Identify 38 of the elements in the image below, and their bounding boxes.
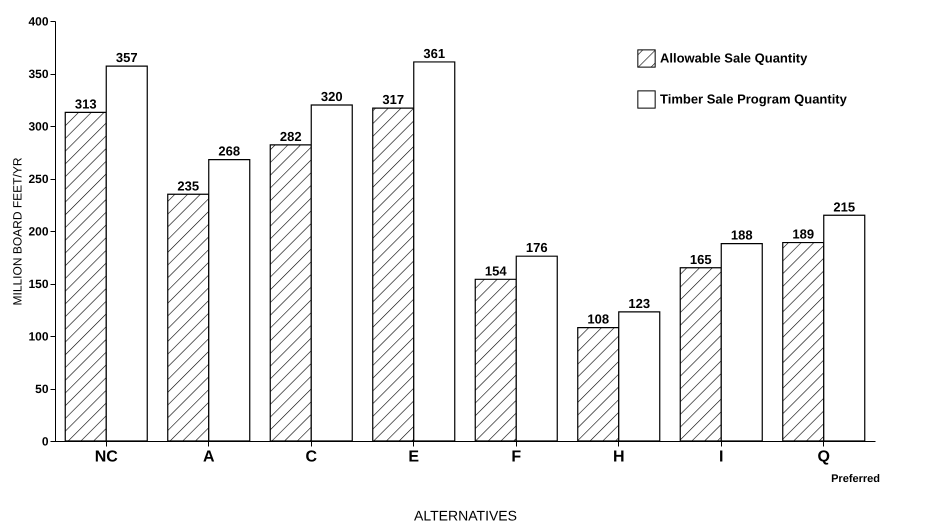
x-tick-label: E <box>408 448 420 466</box>
data-label: 235 <box>177 178 200 194</box>
data-label: 215 <box>833 199 856 214</box>
data-label: 282 <box>280 128 302 144</box>
data-label: 357 <box>116 50 138 66</box>
x-tick-label: I <box>719 448 724 466</box>
x-tick-label: F <box>511 448 522 466</box>
data-label: 108 <box>587 312 610 327</box>
legend-label: Allowable Sale Quantity <box>660 50 808 66</box>
data-label: 320 <box>320 89 343 104</box>
y-tick-label: 0 <box>42 434 49 448</box>
data-label: 268 <box>218 144 240 159</box>
legend-label: Timber Sale Program Quantity <box>660 92 848 106</box>
y-axis-title: MILLION BOARD FEET/YR <box>10 157 24 306</box>
y-tick-label: 400 <box>28 14 49 28</box>
x-tick-label: A <box>202 448 215 466</box>
data-label: 313 <box>74 96 97 112</box>
x-tick-label: NC <box>94 448 118 466</box>
y-tick-label: 200 <box>28 224 49 238</box>
text: Preferred <box>831 473 880 485</box>
x-tick-label: Q <box>818 448 830 466</box>
y-tick-label: 300 <box>28 120 49 134</box>
y-tick-label: 250 <box>28 172 49 186</box>
data-label: 188 <box>730 228 753 243</box>
data-label: 165 <box>690 252 712 267</box>
data-label: 317 <box>382 92 404 108</box>
y-tick-label: 100 <box>28 330 49 344</box>
data-label: 361 <box>423 46 446 61</box>
data-label: 189 <box>792 226 814 242</box>
data-label: 176 <box>526 240 548 256</box>
x-tick-label: H <box>612 448 625 466</box>
y-tick-label: 150 <box>28 277 49 291</box>
x-tick-label: C <box>305 448 318 466</box>
x-axis-title: ALTERNATIVES <box>414 508 517 524</box>
data-label: 123 <box>628 296 650 311</box>
data-label: 154 <box>484 263 508 278</box>
y-tick-label: 50 <box>35 382 49 396</box>
y-tick-label: 350 <box>28 67 49 81</box>
